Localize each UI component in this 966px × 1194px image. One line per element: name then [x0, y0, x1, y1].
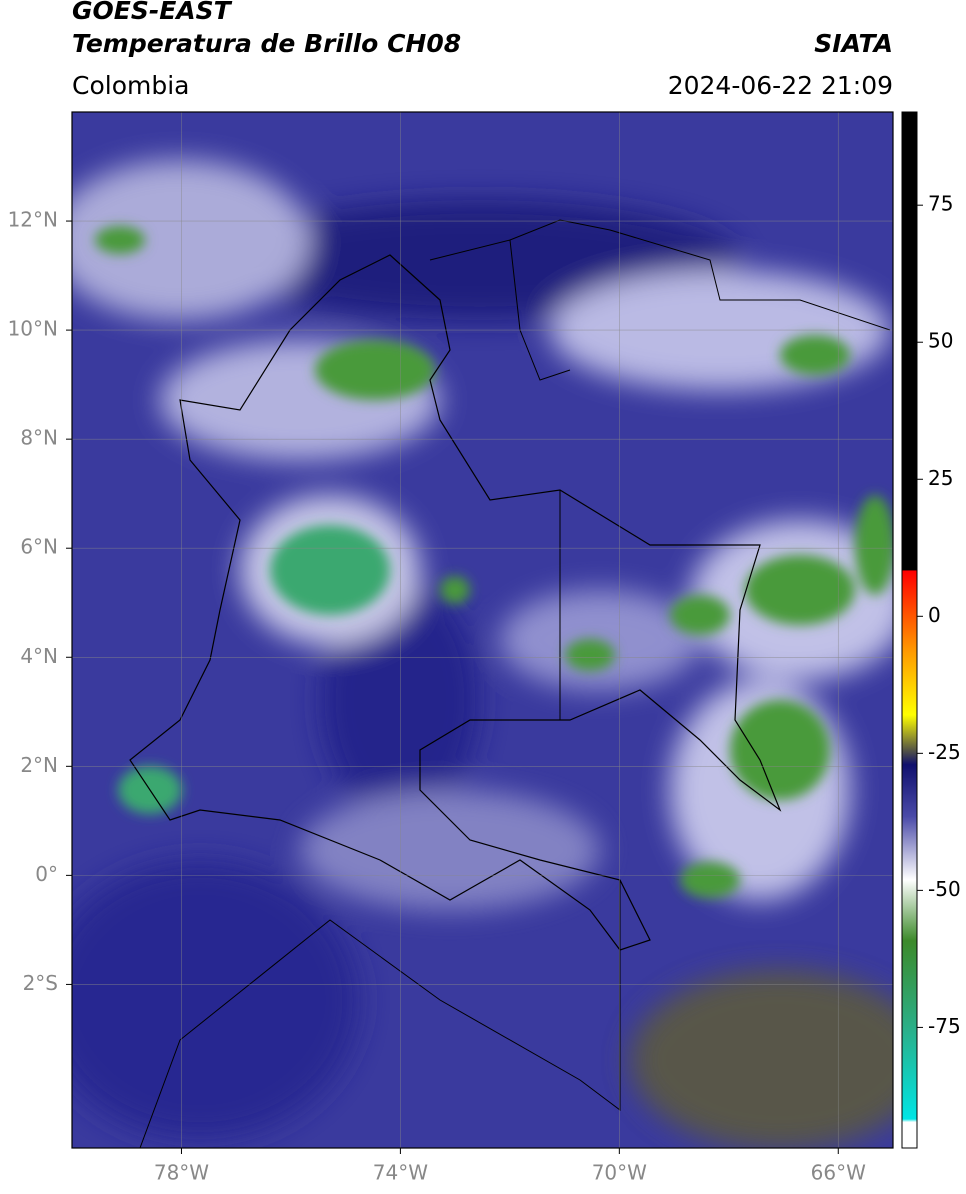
colorbar-tick-label: 50: [928, 329, 953, 353]
colorbar-tick-label: 25: [928, 466, 953, 490]
x-tick-label: 66°W: [811, 1161, 866, 1185]
x-tick-label: 78°W: [154, 1161, 209, 1185]
datetime: 2024-06-22 21:09: [668, 71, 893, 100]
y-tick-label: 6°N: [20, 535, 58, 559]
y-tick-label: 2°S: [23, 971, 58, 995]
y-tick-label: 10°N: [8, 317, 58, 341]
colorbar-tick-label: -50: [928, 877, 961, 901]
colorbar-tick-label: 0: [928, 603, 941, 627]
x-tick-label: 74°W: [373, 1161, 428, 1185]
graticule: [72, 112, 893, 1148]
country-border: [129, 254, 782, 951]
y-tick-label: 8°N: [20, 426, 58, 450]
title: GOES-EAST: [72, 0, 233, 25]
x-tick-label: 70°W: [592, 1161, 647, 1185]
y-tick-label: 12°N: [8, 208, 58, 232]
colorbar-tick-label: -75: [928, 1014, 961, 1038]
y-tick-label: 2°N: [20, 753, 58, 777]
colorbar-tick-label: 75: [928, 192, 953, 216]
colorbar: [901, 111, 918, 1149]
map-frame: [71, 111, 894, 1149]
region: Colombia: [72, 71, 189, 100]
source: SIATA: [814, 29, 893, 58]
border-lines: [139, 219, 891, 1148]
satellite-image: [72, 112, 893, 1148]
colorbar-tick-label: -25: [928, 740, 961, 764]
y-tick-label: 0°: [35, 862, 58, 886]
y-tick-label: 4°N: [20, 644, 58, 668]
subtitle: Temperatura de Brillo CH08: [72, 29, 461, 58]
